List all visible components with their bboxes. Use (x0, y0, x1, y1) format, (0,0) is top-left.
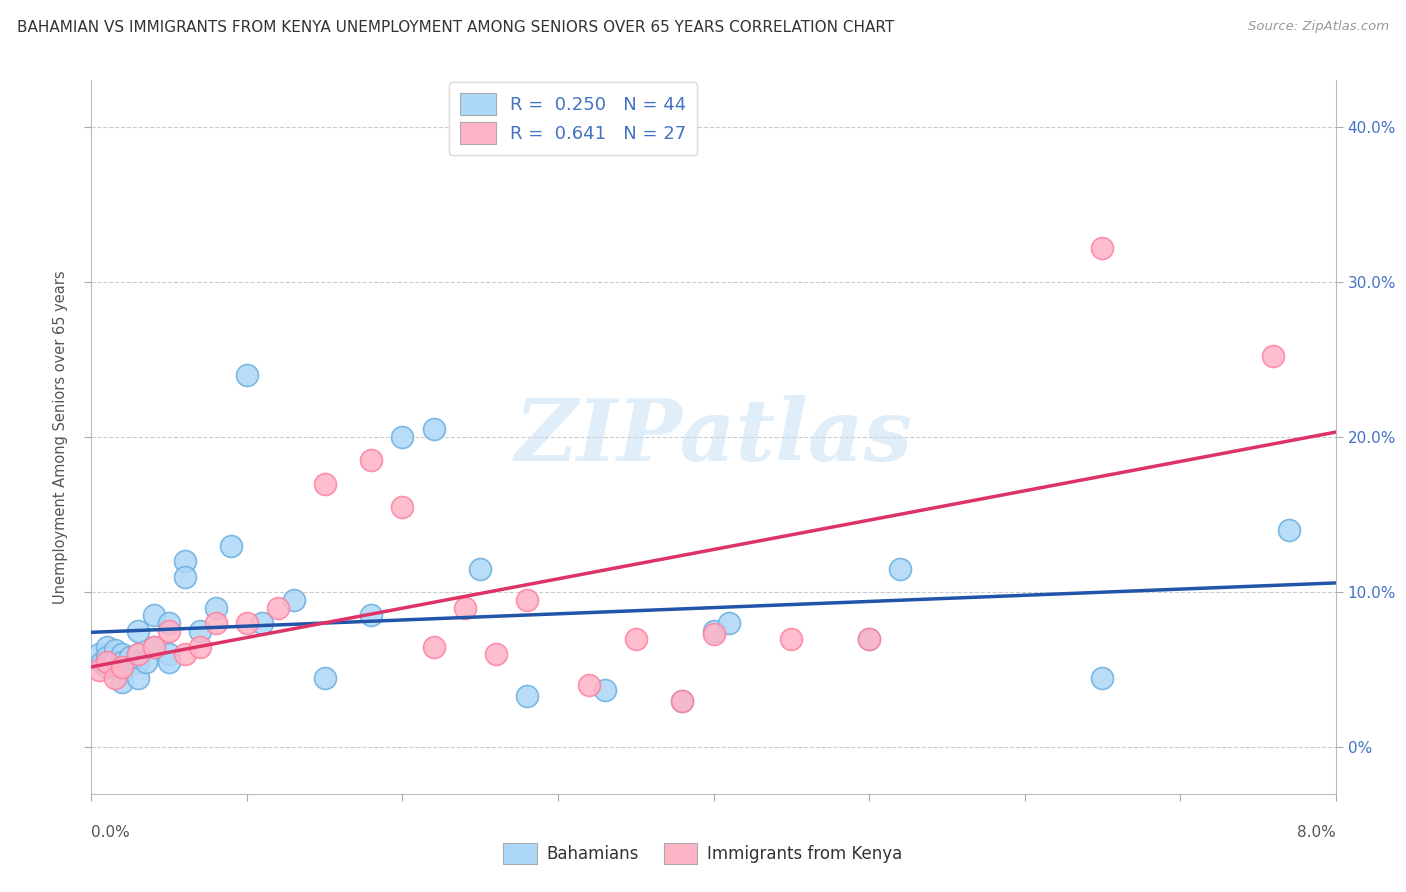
Point (127, 655, 149, 669)
Point (702, 627, 725, 641)
Point (221, 539, 243, 553)
Point (671, 694, 693, 708)
Point (157, 647, 180, 661)
Point (1278, 523, 1301, 537)
Point (267, 600, 290, 615)
Point (89, 663, 111, 677)
Point (718, 616, 741, 631)
Point (858, 632, 880, 646)
Point (236, 368, 259, 382)
Point (422, 422, 444, 436)
Point (173, 647, 195, 661)
Point (127, 647, 149, 661)
Point (360, 608, 382, 623)
Point (283, 593, 305, 607)
Point (111, 655, 134, 669)
Point (780, 632, 803, 646)
Point (470, 562, 492, 576)
Point (858, 632, 880, 646)
Point (135, 655, 157, 669)
Legend: R =  0.250   N = 44, R =  0.641   N = 27: R = 0.250 N = 44, R = 0.641 N = 27 (449, 82, 697, 155)
Point (157, 624, 180, 638)
Text: BAHAMIAN VS IMMIGRANTS FROM KENYA UNEMPLOYMENT AMONG SENIORS OVER 65 YEARS CORRE: BAHAMIAN VS IMMIGRANTS FROM KENYA UNEMPL… (17, 20, 894, 35)
Point (252, 616, 274, 631)
Point (142, 640, 165, 654)
Point (104, 671, 127, 685)
Point (142, 640, 165, 654)
Point (205, 616, 228, 631)
Text: 8.0%: 8.0% (1296, 825, 1336, 840)
Point (104, 655, 127, 669)
Point (236, 616, 259, 631)
Point (391, 500, 413, 514)
Point (360, 453, 382, 467)
Point (205, 600, 228, 615)
Point (96, 640, 118, 654)
Point (485, 647, 508, 661)
Point (889, 562, 911, 576)
Point (96, 659, 118, 673)
Point (671, 694, 693, 708)
Point (120, 650, 142, 665)
Point (422, 640, 444, 654)
Y-axis label: Unemployment Among Seniors over 65 years: Unemployment Among Seniors over 65 years (53, 270, 69, 604)
Point (391, 430, 413, 444)
Point (624, 632, 647, 646)
Point (111, 659, 134, 673)
Point (1263, 350, 1285, 364)
Point (127, 647, 149, 661)
Point (96, 650, 118, 665)
Point (593, 682, 616, 697)
Point (578, 678, 600, 692)
Point (516, 689, 538, 703)
Point (89, 647, 111, 661)
Point (173, 554, 195, 568)
Point (96, 655, 118, 669)
Point (188, 640, 211, 654)
Point (188, 624, 211, 638)
Point (1091, 241, 1114, 255)
Point (142, 608, 165, 623)
Point (111, 675, 134, 690)
Text: Source: ZipAtlas.com: Source: ZipAtlas.com (1249, 20, 1389, 33)
Point (702, 624, 725, 638)
Point (111, 647, 134, 661)
Point (453, 600, 475, 615)
Point (111, 665, 134, 680)
Point (91, 655, 114, 669)
Point (1091, 671, 1114, 685)
Legend: Bahamians, Immigrants from Kenya: Bahamians, Immigrants from Kenya (496, 837, 910, 871)
Point (516, 593, 538, 607)
Point (157, 655, 180, 669)
Point (104, 642, 127, 657)
Point (157, 616, 180, 631)
Text: 0.0%: 0.0% (91, 825, 131, 840)
Point (127, 624, 149, 638)
Point (127, 671, 149, 685)
Point (314, 476, 336, 491)
Point (314, 671, 336, 685)
Text: ZIPatlas: ZIPatlas (515, 395, 912, 479)
Point (173, 570, 195, 584)
